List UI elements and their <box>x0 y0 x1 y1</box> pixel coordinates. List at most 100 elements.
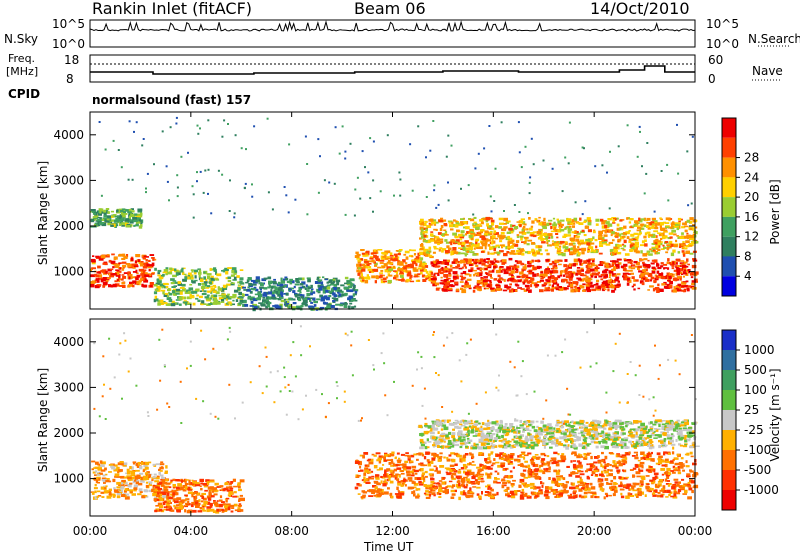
heatmap-cell <box>640 483 644 486</box>
heatmap-cell <box>133 213 138 216</box>
heatmap-cell <box>148 461 152 464</box>
heatmap-cell <box>468 247 474 251</box>
heatmap-cell <box>536 486 541 489</box>
heatmap-cell <box>678 462 683 466</box>
heatmap-cell <box>92 267 96 270</box>
heatmap-cell <box>578 222 584 225</box>
heatmap-cell <box>654 489 658 492</box>
heatmap-cell <box>666 267 670 270</box>
heatmap-cell <box>489 283 493 287</box>
heatmap-cell <box>124 488 129 491</box>
heatmap-cell <box>476 282 480 286</box>
heatmap-cell <box>507 243 510 247</box>
heatmap-cell <box>295 306 299 309</box>
heatmap-cell <box>208 489 212 492</box>
heatmap-cell <box>202 191 205 194</box>
heatmap-cell <box>684 225 689 228</box>
heatmap-cell <box>253 306 258 309</box>
nsearch-tick-top: 10^5 <box>706 17 739 31</box>
heatmap-cell <box>230 302 233 306</box>
heatmap-cell <box>119 461 124 464</box>
heatmap-cell <box>687 496 692 500</box>
heatmap-cell <box>247 277 252 281</box>
heatmap-cell <box>460 259 465 264</box>
heatmap-cell <box>150 482 153 485</box>
heatmap-cell <box>686 234 691 238</box>
heatmap-cell <box>653 259 658 263</box>
heatmap-cell <box>363 476 366 480</box>
heatmap-cell <box>682 222 687 226</box>
heatmap-cell <box>524 284 530 288</box>
heatmap-cell <box>349 142 352 145</box>
heatmap-cell <box>421 243 424 246</box>
heatmap-cell <box>691 282 696 286</box>
heatmap-cell <box>689 217 694 221</box>
heatmap-cell <box>206 285 211 288</box>
heatmap-cell <box>467 231 473 233</box>
heatmap-cell <box>92 212 96 215</box>
heatmap-cell <box>388 462 392 465</box>
heatmap-cell <box>265 301 270 305</box>
colorbar-swatch <box>722 137 736 158</box>
heatmap-cell <box>182 489 187 492</box>
heatmap-cell <box>304 135 307 138</box>
heatmap-cell <box>529 260 533 264</box>
heatmap-cell <box>516 490 521 492</box>
heatmap-cell <box>612 285 616 288</box>
heatmap-cell <box>562 274 566 277</box>
heatmap-cell <box>203 485 208 488</box>
heatmap-cell <box>227 123 229 125</box>
heatmap-cell <box>581 251 585 255</box>
heatmap-cell <box>110 273 114 276</box>
heatmap-cell <box>520 464 524 467</box>
heatmap-cell <box>565 250 569 252</box>
heatmap-cell <box>672 261 675 265</box>
heatmap-cell <box>242 293 245 297</box>
heatmap-cell <box>664 478 668 482</box>
heatmap-cell <box>396 270 399 274</box>
heatmap-cell <box>106 218 110 221</box>
heatmap-cell <box>627 279 630 283</box>
heatmap-cell <box>586 289 591 293</box>
heatmap-cell <box>611 273 617 277</box>
heatmap-cell <box>466 231 469 234</box>
heatmap-cell <box>451 458 456 463</box>
heatmap-cell <box>433 184 436 187</box>
heatmap-cell <box>221 270 224 272</box>
heatmap-cell <box>430 261 434 264</box>
heatmap-cell <box>233 294 236 298</box>
heatmap-cell <box>385 473 389 477</box>
heatmap-cell <box>547 244 552 247</box>
heatmap-cell <box>510 245 514 249</box>
nsky-tick-bottom: 10^0 <box>52 37 85 51</box>
station-title: Rankin Inlet (fitACF) <box>92 0 253 18</box>
heatmap-cell <box>165 272 168 276</box>
heatmap-cell <box>554 226 557 230</box>
heatmap-cell <box>100 194 103 197</box>
heatmap-cell <box>531 248 535 252</box>
heatmap-cell <box>476 493 480 496</box>
heatmap-cell <box>447 277 451 280</box>
heatmap-cell <box>209 268 215 271</box>
heatmap-cell <box>149 264 154 268</box>
heatmap-cell <box>132 271 136 273</box>
heatmap-cell <box>656 244 661 248</box>
heatmap-cell <box>183 296 186 300</box>
heatmap-cell <box>415 260 421 263</box>
heatmap-cell <box>382 277 387 281</box>
heatmap-cell <box>125 254 129 258</box>
heatmap-cell <box>205 287 210 289</box>
heatmap-cell <box>543 462 546 465</box>
heatmap-cell <box>446 280 452 283</box>
heatmap-cell <box>466 221 469 225</box>
heatmap-cell <box>201 496 205 500</box>
heatmap-cell <box>181 479 186 482</box>
heatmap-cell <box>579 273 584 276</box>
heatmap-cell <box>253 286 257 290</box>
heatmap-cell <box>435 221 439 224</box>
heatmap-cell <box>506 279 510 282</box>
heatmap-cell <box>113 489 119 492</box>
heatmap-cell <box>388 477 391 481</box>
heatmap-cell <box>166 492 170 496</box>
heatmap-cell <box>200 302 204 306</box>
